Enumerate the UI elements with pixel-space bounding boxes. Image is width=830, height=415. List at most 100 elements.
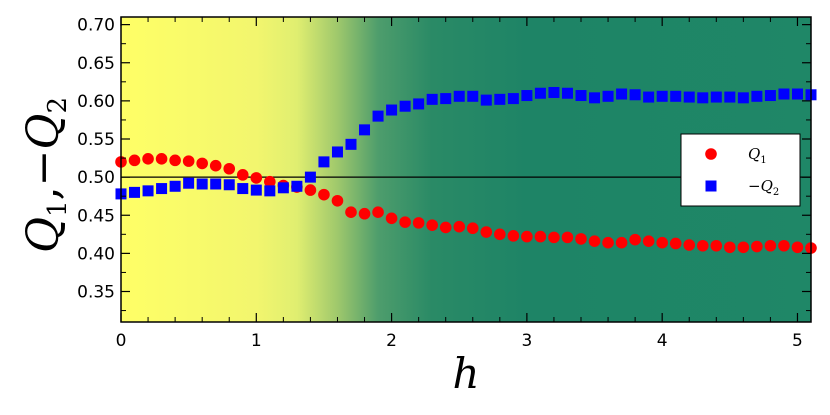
q1-point	[778, 239, 790, 252]
axes: 0 1 2 3 4 5 0.35 0.40 0.45 0.50 0.55 0.60 0.65 0.70	[77, 16, 812, 351]
q2-point	[304, 171, 316, 183]
q1-point	[304, 184, 317, 196]
q2-point	[697, 92, 709, 104]
y-axis-label: Q1,−Q2	[18, 97, 73, 253]
data-markers	[115, 86, 817, 254]
y-tick-label: 0.50	[77, 168, 115, 188]
q2-point	[534, 87, 546, 99]
q2-point	[791, 88, 803, 100]
x-tick-label: 2	[386, 331, 397, 351]
q1-point	[507, 230, 520, 242]
x-tick-label: 4	[657, 331, 668, 351]
q1-point	[399, 216, 411, 228]
q2-point	[372, 110, 384, 122]
y-tick-label: 0.65	[77, 54, 115, 74]
x-tick-label: 5	[792, 331, 803, 351]
q2-point	[156, 183, 168, 195]
q2-point	[345, 138, 357, 150]
q1-point	[656, 236, 668, 249]
q1-point	[372, 206, 384, 218]
x-axis-label: h	[452, 349, 479, 398]
q1-point	[223, 162, 236, 175]
q2-point	[169, 180, 181, 192]
q1-point	[642, 235, 655, 247]
q2-point	[751, 90, 763, 102]
q2-point	[724, 91, 736, 103]
y-axis-label-sub1: 1	[43, 200, 73, 217]
q2-point	[683, 91, 695, 103]
q1-point	[602, 236, 614, 249]
q2-point	[250, 184, 262, 196]
plot-frame	[120, 16, 812, 323]
q1-point	[128, 154, 141, 167]
q1-point	[155, 153, 168, 165]
q2-point	[426, 93, 438, 105]
q2-point	[778, 88, 790, 100]
q2-point	[183, 177, 195, 189]
q2-point	[210, 178, 222, 190]
q1-point	[439, 221, 452, 234]
q2-point	[399, 100, 411, 112]
x-tick-label: 0	[116, 331, 127, 351]
q1-point	[169, 154, 181, 167]
q2-point	[575, 90, 587, 102]
q2-point	[453, 90, 465, 102]
q1-point	[412, 217, 425, 229]
q2-point	[589, 92, 601, 104]
q1-point	[615, 236, 628, 249]
q2-point	[643, 91, 655, 103]
q2-point	[521, 90, 533, 102]
q1-point	[480, 226, 493, 238]
q2-point	[277, 182, 289, 194]
q1-point	[588, 235, 601, 247]
q2-point	[291, 180, 303, 192]
q2-point	[237, 183, 249, 195]
q1-point	[196, 157, 208, 170]
q1-point	[710, 239, 723, 252]
q2-point	[318, 156, 330, 168]
x-tick-label: 3	[521, 331, 532, 351]
legend: Q1 −Q2	[680, 133, 801, 207]
q1-point	[264, 175, 276, 188]
q2-point	[129, 186, 141, 198]
svg-text:Q1,−Q2: Q1,−Q2	[18, 97, 73, 253]
q1-point	[209, 159, 222, 172]
y-axis-label-q1: Q	[18, 217, 69, 253]
q1-point	[575, 233, 587, 245]
q2-point	[413, 98, 425, 110]
q1-point	[453, 220, 466, 233]
q1-point	[669, 237, 682, 250]
q2-point	[548, 86, 560, 98]
q2-point	[670, 90, 682, 102]
q1-point	[345, 206, 357, 218]
q1-point	[385, 212, 398, 225]
q1-point	[466, 222, 479, 235]
q1-point	[318, 188, 330, 201]
q2-point	[480, 94, 492, 106]
q1-point	[791, 241, 804, 254]
legend-label-q2: −Q2	[748, 177, 779, 198]
x-tick-label: 1	[251, 331, 262, 351]
q2-point	[737, 92, 749, 104]
q2-point	[467, 90, 479, 102]
q2-point	[331, 146, 343, 158]
q1-point	[696, 239, 709, 252]
q1-point	[494, 228, 506, 241]
q2-point	[494, 93, 506, 105]
y-tick-label: 0.70	[77, 16, 115, 36]
q2-point	[710, 91, 722, 103]
y-axis-label-q2: Q	[18, 113, 69, 149]
y-tick-label: 0.35	[77, 283, 115, 303]
q1-point	[182, 155, 195, 167]
q2-point	[507, 93, 519, 105]
q2-point	[223, 179, 235, 191]
q1-point	[534, 230, 547, 243]
legend-marker-q1	[705, 148, 717, 160]
q1-point	[236, 169, 249, 181]
q1-point	[629, 233, 641, 246]
q1-point	[561, 231, 574, 244]
q1-point	[724, 241, 736, 254]
q2-point	[561, 87, 573, 99]
q2-point	[656, 90, 668, 102]
